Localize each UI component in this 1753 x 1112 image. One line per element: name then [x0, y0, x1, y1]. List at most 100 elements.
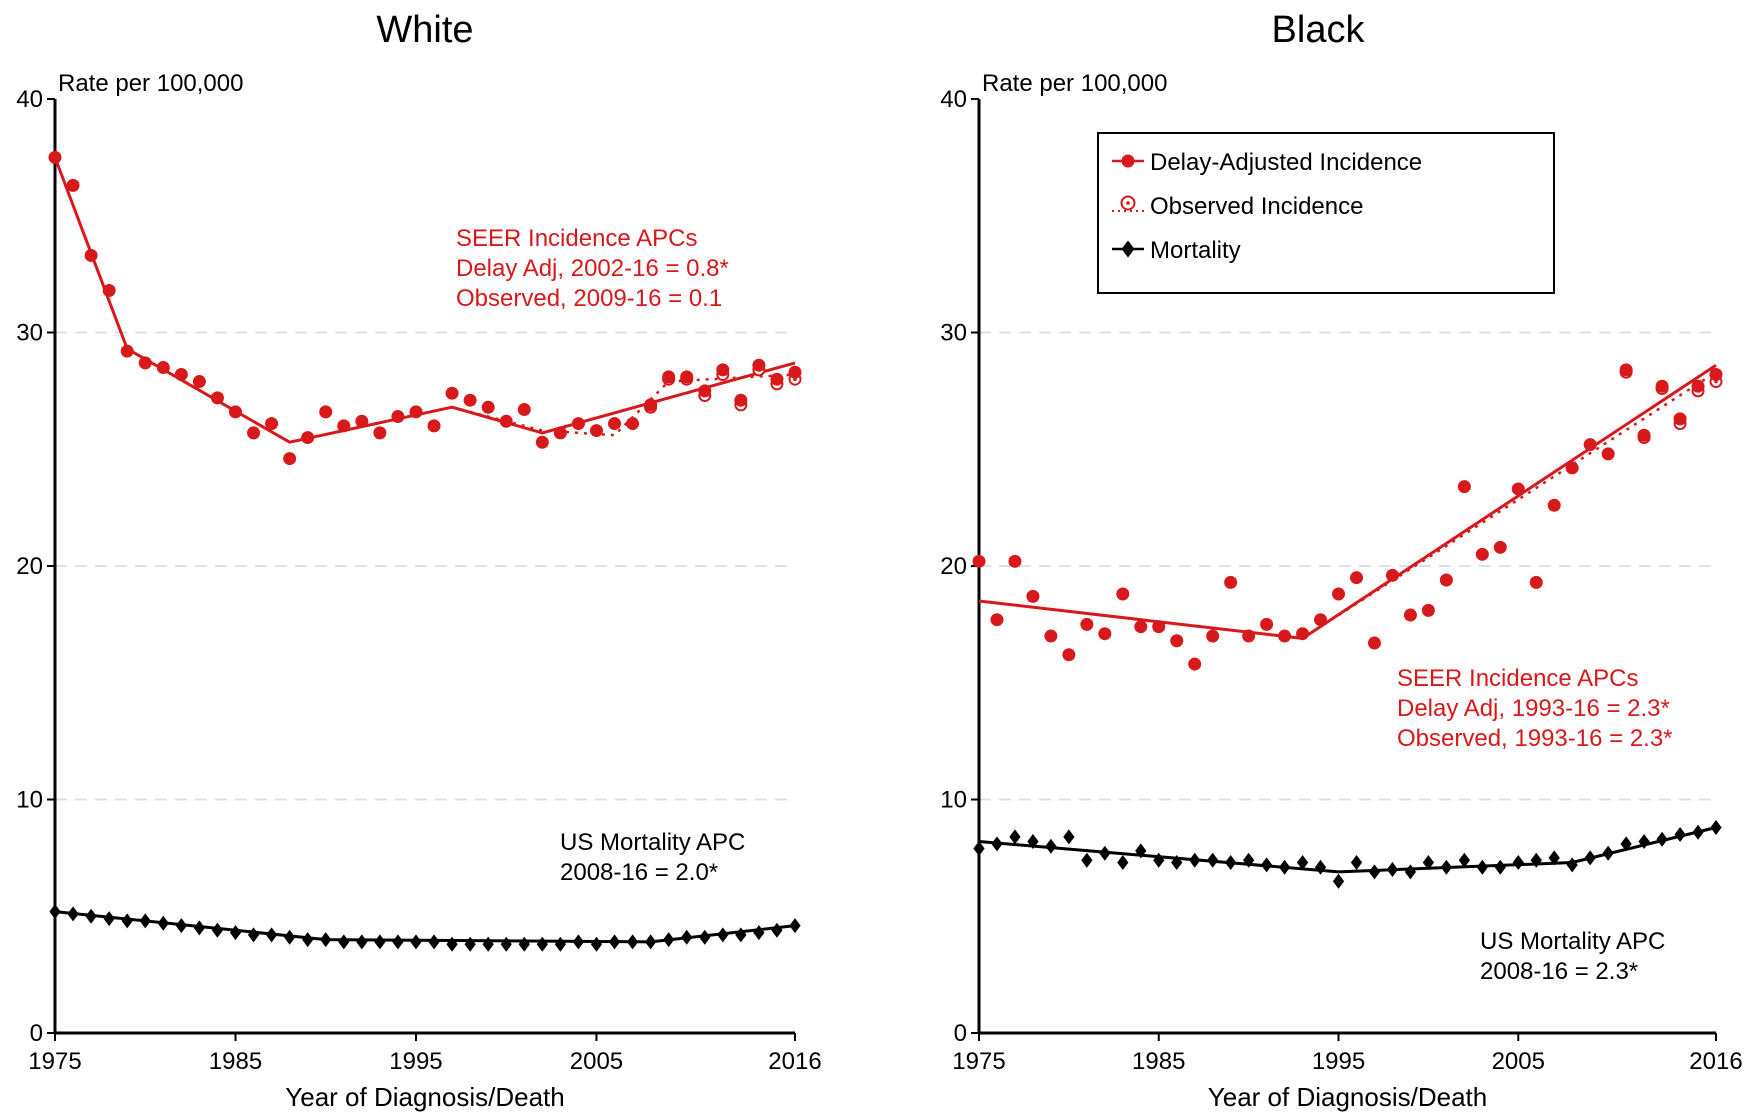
mortality-point: [1027, 834, 1039, 850]
delay-adjusted-incidence-point: [517, 403, 531, 417]
mortality-point: [735, 927, 747, 943]
mortality-point: [175, 918, 187, 934]
delay-adjusted-incidence-point: [228, 405, 242, 419]
mortality-point: [1710, 820, 1722, 836]
mortality-point: [1674, 827, 1686, 843]
mortality-point: [338, 934, 350, 950]
mortality-point: [1440, 859, 1452, 875]
delay-adjusted-incidence-point: [1332, 587, 1346, 601]
delay-adjusted-incidence-point: [644, 398, 658, 412]
y-axis-label: Rate per 100,000: [982, 70, 1167, 97]
delay-adjusted-incidence-point: [373, 426, 387, 440]
x-tick-label: 2016: [1689, 1048, 1742, 1075]
delay-adjusted-incidence-point: [1385, 568, 1399, 582]
mortality-point: [1171, 855, 1183, 871]
delay-adjusted-incidence-point: [680, 370, 694, 384]
incidence-apc-annotation: Observed, 2009-16 = 0.1: [456, 285, 722, 312]
mortality-point: [284, 929, 296, 945]
mortality-point: [1009, 829, 1021, 845]
mortality-point: [1332, 873, 1345, 889]
legend: Delay-Adjusted Incidence Observed Inciden…: [1097, 132, 1555, 294]
delay-adjusted-incidence-point: [1457, 480, 1471, 494]
mortality-point: [590, 936, 603, 952]
mortality-point: [121, 913, 133, 929]
incidence-apc-annotation: SEER Incidence APCs: [1397, 665, 1638, 692]
mortality-point: [85, 908, 97, 924]
mortality-point: [157, 915, 169, 931]
delay-adjusted-incidence-point: [1601, 447, 1615, 461]
mortality-apc-annotation: US Mortality APC: [1480, 928, 1665, 955]
mortality-point: [356, 934, 368, 950]
delay-adjusted-incidence-point: [1349, 571, 1363, 585]
mortality-point: [1602, 845, 1614, 861]
y-tick-label: 30: [16, 320, 43, 347]
delay-adjusted-incidence-point: [1421, 603, 1435, 617]
mortality-point: [1368, 864, 1381, 880]
delay-adjusted-incidence-point: [553, 426, 567, 440]
delay-adjusted-incidence-point: [210, 391, 224, 405]
delay-adjusted-incidence-point: [1439, 573, 1453, 587]
delay-adjusted-incidence-point: [247, 426, 261, 440]
mortality-point: [1153, 852, 1165, 868]
mortality-point: [1063, 829, 1075, 845]
mortality-point: [193, 920, 206, 936]
mortality-point: [1278, 859, 1291, 875]
delay-adjusted-incidence-point: [138, 356, 152, 370]
delay-adjusted-incidence-point: [608, 417, 622, 431]
delay-adjusted-incidence-point: [265, 417, 279, 431]
legend-label: Delay-Adjusted Incidence: [1150, 149, 1422, 176]
delay-adjusted-incidence-point: [84, 248, 98, 262]
mortality-point: [699, 929, 711, 945]
mortality-point: [1494, 859, 1506, 875]
mortality-point: [1584, 850, 1596, 866]
delay-adjusted-incidence-point: [716, 363, 730, 377]
mortality-point: [1189, 852, 1201, 868]
mortality-point: [1692, 824, 1704, 840]
delay-adjusted-incidence-point: [1637, 428, 1651, 442]
delay-adjusted-incidence-point: [1547, 498, 1561, 512]
mortality-point: [1117, 855, 1129, 871]
delay-adjusted-incidence-point: [1278, 629, 1292, 643]
mortality-point: [973, 841, 985, 857]
delay-adjusted-incidence-point: [1511, 482, 1525, 496]
panel-black: 0 10 20 30 40 1975 1985 1995 2005 2016 Black Rate p…: [940, 9, 1742, 1112]
delay-adjusted-incidence-point: [48, 150, 62, 164]
mortality-point: [1135, 843, 1147, 859]
mortality-point: [991, 836, 1003, 852]
delay-adjusted-incidence-point: [626, 417, 640, 431]
delay-adjusted-incidence-point: [1098, 627, 1112, 641]
legend-swatch-delay-adjusted: [1121, 154, 1135, 168]
delay-adjusted-incidence-point: [1080, 617, 1094, 631]
delay-adjusted-incidence-point: [662, 370, 676, 384]
x-tick-label: 1975: [28, 1048, 81, 1075]
legend-label: Observed Incidence: [1150, 193, 1363, 220]
x-tick-label: 2005: [570, 1048, 623, 1075]
x-tick-label: 1975: [952, 1048, 1005, 1075]
mortality-point: [1081, 852, 1093, 868]
delay-adjusted-incidence-point: [1116, 587, 1130, 601]
mortality-point: [446, 936, 458, 952]
mortality-point: [211, 922, 224, 938]
y-tick-label: 30: [940, 320, 967, 347]
mortality-point: [1566, 857, 1578, 873]
legend-label: Mortality: [1150, 237, 1241, 264]
mortality-point: [49, 904, 61, 920]
delay-adjusted-incidence-point: [301, 431, 315, 445]
delay-adjusted-incidence-point: [319, 405, 333, 419]
mortality-point: [789, 918, 801, 934]
delay-adjusted-incidence-point: [1673, 412, 1687, 426]
y-tick-label: 0: [954, 1020, 967, 1047]
x-tick-label: 2005: [1492, 1048, 1545, 1075]
mortality-point: [464, 936, 476, 952]
y-tick-label: 10: [940, 787, 967, 814]
delay-adjusted-incidence-point: [1206, 629, 1220, 643]
delay-adjusted-incidence-point: [1296, 627, 1310, 641]
mortality-point: [1386, 862, 1399, 878]
mortality-apc-annotation: 2008-16 = 2.0*: [560, 859, 718, 886]
incidence-apc-annotation: Delay Adj, 1993-16 = 2.3*: [1397, 695, 1670, 722]
mortality-point: [1476, 859, 1488, 875]
mortality-point: [1296, 855, 1309, 871]
y-tick-label: 0: [30, 1020, 43, 1047]
mortality-point: [1548, 850, 1560, 866]
